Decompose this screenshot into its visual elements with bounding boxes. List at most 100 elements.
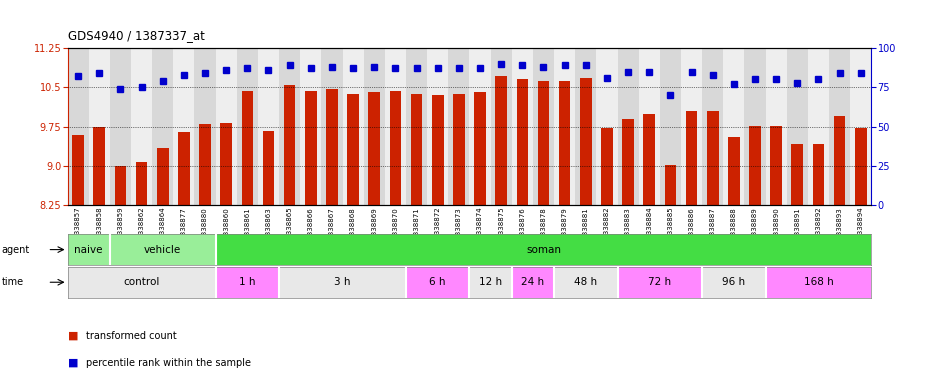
Bar bbox=[321, 48, 342, 205]
Text: 6 h: 6 h bbox=[429, 277, 446, 287]
Bar bbox=[115, 166, 126, 205]
Bar bbox=[385, 48, 406, 205]
Bar bbox=[152, 48, 173, 205]
Bar bbox=[136, 162, 147, 205]
Text: 72 h: 72 h bbox=[648, 277, 672, 287]
Bar bbox=[68, 234, 110, 265]
Text: 168 h: 168 h bbox=[804, 277, 833, 287]
Bar bbox=[284, 85, 295, 205]
Bar bbox=[342, 48, 364, 205]
Bar bbox=[707, 111, 719, 205]
Bar bbox=[89, 48, 110, 205]
Bar bbox=[749, 126, 761, 205]
Text: 96 h: 96 h bbox=[722, 277, 746, 287]
Bar bbox=[237, 48, 258, 205]
Bar bbox=[554, 267, 618, 298]
Bar bbox=[766, 48, 787, 205]
Bar bbox=[216, 234, 871, 265]
Text: naive: naive bbox=[74, 245, 103, 255]
Bar bbox=[241, 91, 253, 205]
Bar bbox=[220, 122, 232, 205]
Bar bbox=[808, 48, 829, 205]
Text: 1 h: 1 h bbox=[239, 277, 255, 287]
Bar bbox=[427, 48, 449, 205]
Bar bbox=[702, 267, 766, 298]
Bar bbox=[580, 78, 592, 205]
Text: soman: soman bbox=[526, 245, 561, 255]
Text: 3 h: 3 h bbox=[334, 277, 351, 287]
Text: transformed count: transformed count bbox=[86, 331, 177, 341]
Bar bbox=[664, 165, 676, 205]
Bar bbox=[533, 48, 554, 205]
Bar bbox=[516, 79, 528, 205]
Bar bbox=[771, 126, 782, 205]
Text: 48 h: 48 h bbox=[574, 277, 598, 287]
Bar bbox=[850, 48, 871, 205]
Bar bbox=[829, 48, 850, 205]
Bar bbox=[766, 267, 871, 298]
Bar bbox=[745, 48, 766, 205]
Bar bbox=[496, 76, 507, 205]
Text: ■: ■ bbox=[68, 358, 78, 368]
Bar bbox=[475, 91, 486, 205]
Bar bbox=[833, 116, 845, 205]
Text: time: time bbox=[2, 277, 24, 287]
Text: ■: ■ bbox=[68, 331, 78, 341]
Bar bbox=[68, 267, 216, 298]
Bar bbox=[453, 94, 464, 205]
Bar bbox=[728, 137, 740, 205]
Bar bbox=[685, 111, 697, 205]
Text: control: control bbox=[123, 277, 160, 287]
Bar bbox=[623, 119, 634, 205]
Bar bbox=[389, 91, 401, 205]
Bar bbox=[660, 48, 681, 205]
Bar bbox=[68, 48, 89, 205]
Bar bbox=[327, 89, 338, 205]
Text: GDS4940 / 1387337_at: GDS4940 / 1387337_at bbox=[68, 29, 204, 42]
Bar bbox=[258, 48, 279, 205]
Bar bbox=[347, 94, 359, 205]
Bar bbox=[618, 267, 702, 298]
Text: 12 h: 12 h bbox=[479, 277, 502, 287]
Text: agent: agent bbox=[2, 245, 31, 255]
Bar bbox=[618, 48, 638, 205]
Bar bbox=[110, 48, 131, 205]
Bar bbox=[537, 81, 549, 205]
Text: 24 h: 24 h bbox=[522, 277, 545, 287]
Bar bbox=[787, 48, 808, 205]
Bar bbox=[813, 144, 824, 205]
Bar bbox=[279, 48, 301, 205]
Bar bbox=[638, 48, 660, 205]
Bar bbox=[575, 48, 597, 205]
Bar bbox=[110, 234, 216, 265]
Bar bbox=[279, 267, 406, 298]
Bar bbox=[263, 131, 275, 205]
Bar bbox=[131, 48, 152, 205]
Bar bbox=[216, 267, 279, 298]
Bar bbox=[194, 48, 216, 205]
Bar bbox=[469, 267, 512, 298]
Bar bbox=[554, 48, 575, 205]
Bar bbox=[601, 128, 612, 205]
Bar bbox=[411, 94, 423, 205]
Bar bbox=[173, 48, 194, 205]
Bar bbox=[178, 132, 190, 205]
Bar bbox=[72, 135, 84, 205]
Bar bbox=[469, 48, 490, 205]
Bar bbox=[559, 81, 571, 205]
Bar bbox=[368, 91, 380, 205]
Bar bbox=[792, 144, 803, 205]
Bar bbox=[216, 48, 237, 205]
Bar bbox=[644, 114, 655, 205]
Bar bbox=[512, 48, 533, 205]
Bar bbox=[301, 48, 321, 205]
Bar bbox=[512, 267, 554, 298]
Bar bbox=[406, 267, 469, 298]
Bar bbox=[723, 48, 745, 205]
Bar bbox=[449, 48, 469, 205]
Bar bbox=[681, 48, 702, 205]
Bar bbox=[364, 48, 385, 205]
Bar bbox=[597, 48, 618, 205]
Text: vehicle: vehicle bbox=[144, 245, 181, 255]
Bar bbox=[305, 91, 316, 205]
